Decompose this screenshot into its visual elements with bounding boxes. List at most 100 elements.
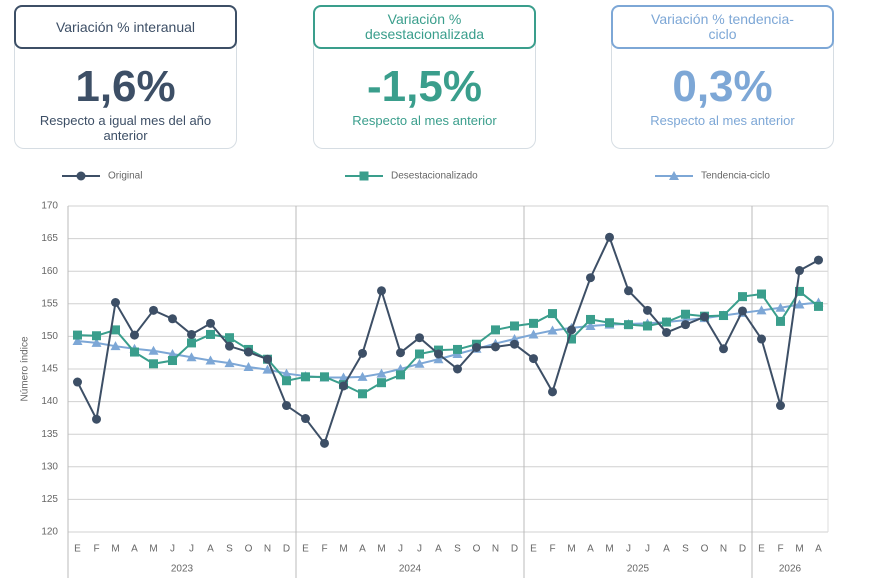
x-tick-label: M (377, 544, 385, 555)
x-tick-label: N (720, 544, 727, 555)
data-point (795, 286, 804, 296)
legend-marker (359, 171, 369, 181)
legend-marker (669, 171, 679, 180)
data-point (757, 334, 766, 344)
data-point (130, 347, 139, 357)
series-line (76, 234, 819, 446)
data-point (377, 286, 386, 296)
x-tick-label: M (111, 544, 119, 555)
data-point (358, 389, 367, 399)
x-tick-label: N (492, 544, 499, 555)
data-point (111, 297, 120, 307)
data-point (396, 370, 405, 380)
x-tick-label: E (758, 544, 765, 555)
data-point (168, 314, 177, 324)
x-tick-label: M (605, 544, 613, 555)
x-tick-label: J (417, 544, 422, 555)
legend-label: Desestacionalizado (391, 171, 478, 182)
data-point (775, 302, 786, 312)
x-tick-label: A (359, 544, 366, 555)
data-point (111, 325, 120, 335)
legend-marker (76, 171, 86, 181)
data-point (567, 334, 576, 344)
data-point (548, 387, 557, 397)
x-tick-label: F (321, 544, 327, 555)
y-tick-label: 155 (41, 298, 58, 309)
data-point (377, 378, 386, 388)
data-point (453, 364, 462, 374)
x-tick-label: F (549, 544, 555, 555)
x-tick-label: M (567, 544, 575, 555)
data-point (205, 355, 216, 365)
data-point (243, 362, 254, 372)
data-point (776, 316, 785, 326)
y-tick-label: 165 (41, 233, 58, 244)
x-tick-label: D (739, 544, 746, 555)
data-point (414, 358, 425, 368)
x-tick-label: E (74, 544, 81, 555)
data-point (738, 306, 747, 316)
x-tick-label: A (207, 544, 214, 555)
kpi-body: -1,5% Respecto al mes anterior (313, 43, 536, 149)
x-tick-label: J (189, 544, 194, 555)
data-point (756, 305, 767, 315)
x-group-label: 2024 (399, 564, 422, 575)
data-point (376, 368, 387, 378)
kpi-subtitle: Respecto al mes anterior (650, 113, 795, 128)
data-point (776, 401, 785, 411)
x-tick-label: M (795, 544, 803, 555)
kpi-body: 1,6% Respecto a igual mes del año anterio… (14, 43, 237, 149)
x-tick-label: O (701, 544, 709, 555)
x-tick-label: S (226, 544, 233, 555)
y-tick-label: 145 (41, 364, 58, 375)
y-tick-label: 160 (41, 266, 58, 277)
data-point (149, 359, 158, 369)
data-point (320, 372, 329, 382)
y-tick-label: 120 (41, 527, 58, 538)
data-point (72, 335, 83, 345)
data-point (282, 376, 291, 386)
data-point (130, 330, 139, 340)
data-point (433, 354, 444, 364)
data-point (624, 286, 633, 296)
data-point (187, 338, 196, 348)
data-point (510, 339, 519, 349)
kpi-value: 1,6% (75, 62, 176, 111)
kpi-card: Variación % desestacionalizada -1,5% Respe… (313, 5, 536, 149)
data-point (225, 341, 234, 351)
data-point (186, 352, 197, 362)
kpi-card: Variación % interanual 1,6% Respecto a igu… (14, 5, 237, 149)
x-tick-label: F (777, 544, 783, 555)
data-point (757, 289, 766, 299)
data-point (338, 372, 349, 382)
data-point (719, 311, 728, 321)
x-tick-label: E (302, 544, 309, 555)
kpi-title: Variación % tendencia-ciclo (611, 5, 834, 49)
data-point (73, 377, 82, 387)
data-point (262, 364, 273, 374)
data-point (415, 333, 424, 343)
data-point (643, 321, 652, 331)
x-tick-label: O (245, 544, 253, 555)
data-point (528, 329, 539, 339)
data-point (91, 337, 102, 347)
x-tick-label: J (398, 544, 403, 555)
data-point (738, 292, 747, 302)
x-tick-label: J (170, 544, 175, 555)
kpi-value: 0,3% (672, 62, 773, 111)
data-point (434, 349, 443, 359)
data-point (168, 356, 177, 366)
data-point (281, 368, 292, 378)
data-point (605, 232, 614, 242)
data-point (358, 348, 367, 358)
kpi-subtitle: Respecto al mes anterior (352, 113, 497, 128)
kpi-title: Variación % desestacionalizada (313, 5, 536, 49)
data-point (586, 273, 595, 283)
data-point (662, 327, 671, 337)
x-group-label: 2025 (627, 564, 650, 575)
data-point (92, 414, 101, 424)
x-tick-label: J (626, 544, 631, 555)
x-tick-label: A (131, 544, 138, 555)
data-point (794, 299, 805, 309)
